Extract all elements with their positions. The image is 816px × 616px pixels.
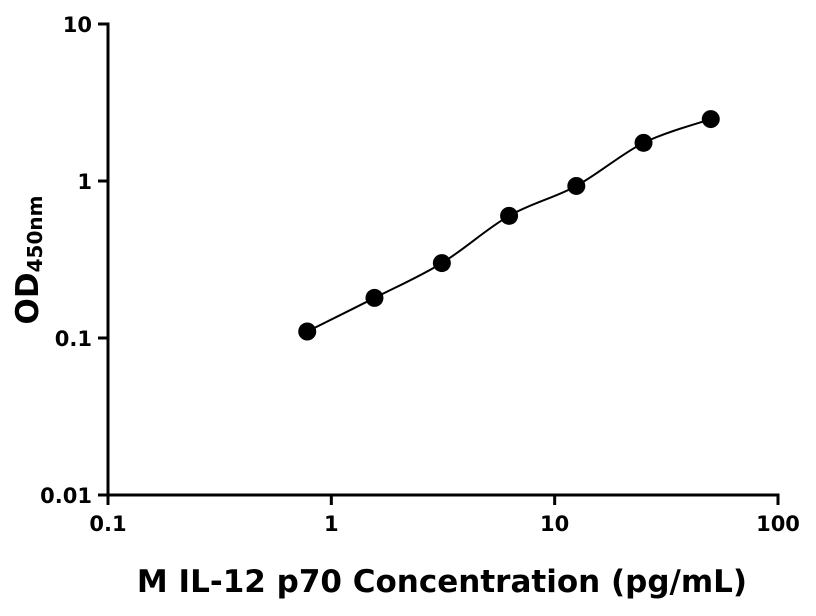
y-axis-label: OD450nm xyxy=(10,196,47,325)
data-point xyxy=(432,254,451,273)
x-tick-label: 100 xyxy=(756,512,800,536)
x-tick-label: 10 xyxy=(540,512,569,536)
y-tick-label: 10 xyxy=(63,13,92,37)
x-tick-label: 0.1 xyxy=(89,512,126,536)
data-point xyxy=(365,288,384,307)
y-tick-label: 0.1 xyxy=(55,327,92,351)
y-axis-label-subscript: 450nm xyxy=(23,196,47,273)
y-tick-label: 1 xyxy=(77,170,92,194)
y-axis-label-main: OD xyxy=(10,272,46,324)
data-point xyxy=(567,176,586,195)
y-tick-label: 0.01 xyxy=(40,484,92,508)
x-axis-label: M IL-12 p70 Concentration (pg/mL) xyxy=(137,564,747,600)
data-point xyxy=(701,110,720,129)
x-tick-label: 1 xyxy=(324,512,339,536)
data-point xyxy=(634,133,653,152)
data-point xyxy=(500,206,519,225)
data-point xyxy=(298,322,317,341)
